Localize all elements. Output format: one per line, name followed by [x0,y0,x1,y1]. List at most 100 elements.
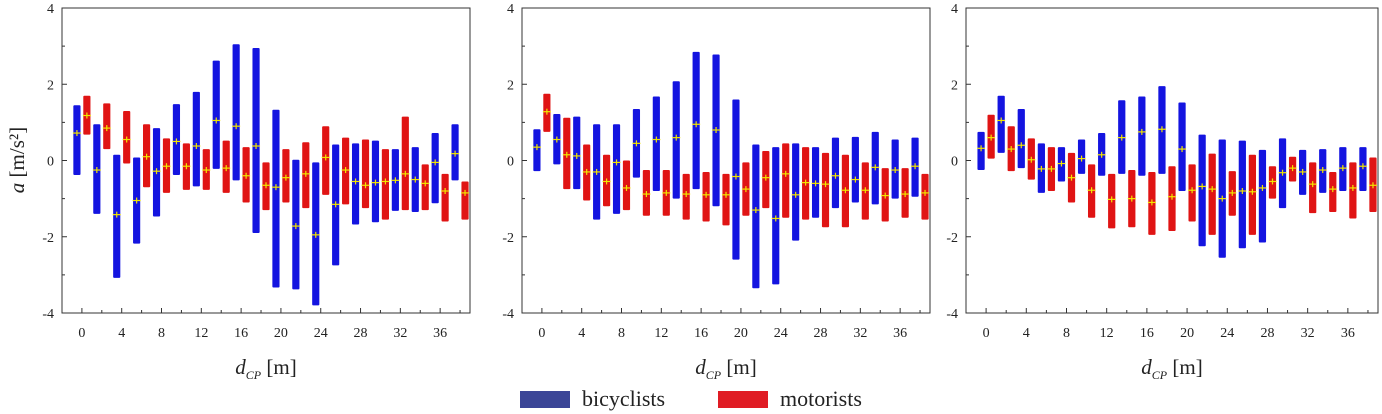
bicyclists-mean-marker [532,144,541,151]
motorists-mean-marker [1027,156,1036,163]
x-axis-label: dCP [m] [1141,355,1202,382]
bicyclists-bar [1258,149,1267,243]
bicyclists-bar [1138,96,1146,176]
bicyclists-bar [272,109,280,288]
bicyclists-mean-marker [112,211,121,218]
motorists-mean-marker [1348,184,1357,191]
bicyclists-mean-marker [751,207,760,214]
x-axis-label: dCP [m] [235,355,296,382]
bicyclists-mean-marker [977,145,986,152]
bicyclists-mean-marker [592,168,601,175]
motorists-mean-marker [1127,195,1136,202]
bicyclists-mean-marker [851,176,860,183]
motorists-mean-marker [841,187,850,194]
motorists-bar [1208,153,1216,235]
motorists-mean-marker [381,178,390,185]
bicyclists-mean-marker [1097,151,1106,158]
bicyclists-mean-marker [232,123,241,130]
bicyclists-mean-marker [1338,165,1347,172]
motorists-mean-marker [281,174,290,181]
bicyclists-mean-marker [1298,168,1307,175]
motorists-mean-marker [441,188,450,194]
motorists-mean-marker [741,186,750,193]
y-tick-label: -4 [946,307,958,322]
bicyclists-mean-marker [172,138,181,145]
motorists-mean-marker [562,151,571,158]
motorists-mean-marker [542,108,551,115]
bicyclists-bar [692,51,700,190]
bicyclists-mean-marker [331,201,340,208]
bicyclists-mean-marker [652,136,661,143]
bicyclists-mean-marker [1157,126,1166,133]
y-tick-label: 0 [47,155,54,170]
bicyclists-mean-marker [997,117,1006,124]
motorists-mean-marker [821,181,830,188]
motorists-bar [1309,162,1317,214]
legend-label-motorists: motorists [780,386,862,411]
bicyclists-mean-marker [1358,163,1367,170]
x-tick-label: 0 [538,326,545,341]
x-tick-label: 36 [1341,326,1355,341]
bicyclists-mean-marker [612,159,621,166]
motorists-mean-marker [1328,186,1337,193]
motorists-mean-marker [1047,165,1056,172]
bicyclists-mean-marker [831,172,840,179]
motorists-bar [1248,154,1257,235]
motorists-mean-marker [662,189,671,196]
y-tick-label: -2 [946,231,958,246]
bicyclists-mean-marker [1318,167,1327,174]
x-tick-label: 16 [1140,326,1154,341]
x-tick-label: 28 [814,326,828,341]
motorists-mean-marker [1208,186,1217,193]
bicyclists-mean-marker [431,159,440,166]
bicyclists-bar [431,133,439,204]
bicyclists-mean-marker [92,167,101,174]
x-tick-label: 20 [1180,326,1194,341]
x-tick-label: 32 [853,326,867,341]
plot-frame [521,7,931,314]
bicyclists-mean-marker [72,130,81,137]
legend-item-bicyclists: bicyclists [520,386,665,412]
x-tick-label: 36 [893,326,907,341]
bicyclists-bar [192,91,200,187]
bicyclists-mean-marker [552,136,561,143]
bicyclists-bar [997,95,1005,153]
motorists-mean-marker [602,178,611,185]
legend-item-motorists: motorists [718,386,862,412]
bicyclists-mean-marker [291,223,300,230]
x-tick-label: 24 [1220,326,1234,341]
y-tick-label: 2 [951,78,958,93]
motorists-mean-marker [702,191,711,198]
y-axis-label: a [m/s²] [5,127,29,193]
motorists-mean-marker [1147,199,1156,206]
x-tick-label: 32 [1301,326,1315,341]
y-tick-label: 4 [951,2,958,17]
y-tick-label: -4 [42,307,54,322]
motorists-mean-marker [1228,189,1237,196]
motorists-mean-marker [682,191,691,198]
motorists-bar [461,181,469,220]
bicyclists-mean-marker [371,179,380,186]
y-tick-label: 0 [507,155,514,170]
bicyclists-mean-marker [351,178,360,185]
bicyclists-mean-marker [692,121,701,128]
bicyclists-bar [232,44,240,181]
legend-swatch-bicyclists [520,390,570,408]
bicyclists-mean-marker [1057,160,1066,167]
motorists-bar [361,139,370,209]
bicyclists-bar [573,116,581,190]
motorists-mean-marker [722,191,730,198]
bicyclists-mean-marker [1258,184,1267,191]
y-tick-label: 0 [951,155,958,170]
bicyclists-mean-marker [731,173,740,180]
bicyclists-mean-marker [1017,142,1026,149]
bicyclists-mean-marker [1077,155,1086,162]
bicyclists-bar [752,144,760,289]
bicyclists-bar [1017,109,1025,169]
x-tick-label: 28 [354,326,368,341]
x-tick-label: 20 [274,326,288,341]
y-tick-label: 2 [47,78,54,93]
legend-swatch-motorists [718,390,768,408]
